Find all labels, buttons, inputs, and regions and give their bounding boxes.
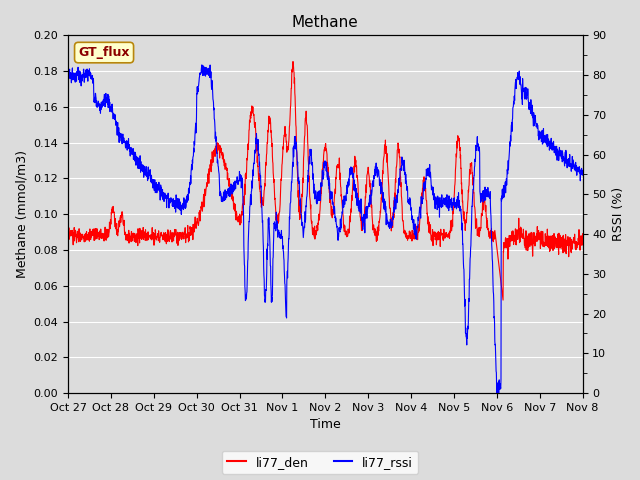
Title: Methane: Methane <box>292 15 358 30</box>
X-axis label: Time: Time <box>310 419 340 432</box>
Text: GT_flux: GT_flux <box>78 46 130 59</box>
Y-axis label: RSSI (%): RSSI (%) <box>612 187 625 241</box>
Legend: li77_den, li77_rssi: li77_den, li77_rssi <box>222 451 418 474</box>
Y-axis label: Methane (mmol/m3): Methane (mmol/m3) <box>15 150 28 278</box>
